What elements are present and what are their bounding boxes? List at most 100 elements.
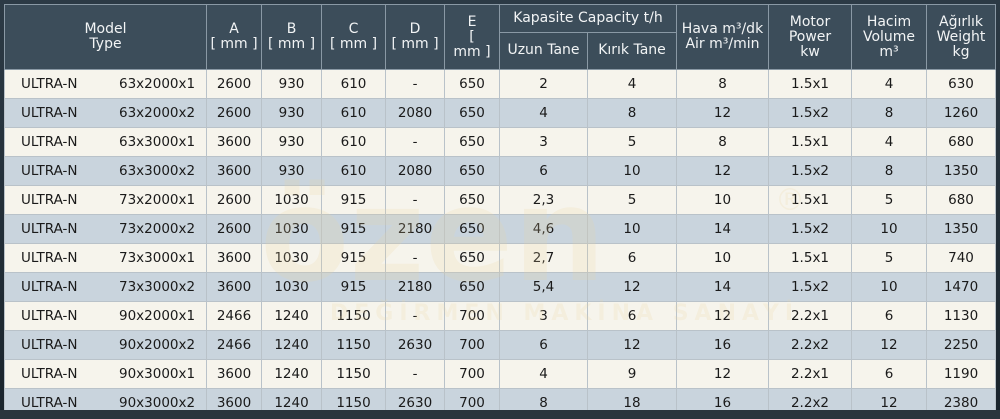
volume-cell: 6	[851, 301, 927, 331]
type-cell: 63x2000x1	[119, 76, 196, 92]
weight-cell: 1130	[926, 301, 996, 331]
weight-cell: 1190	[926, 359, 996, 389]
type-cell: 90x2000x2	[119, 337, 196, 353]
capacity-whole-cell: 4,6	[499, 214, 588, 244]
motor-cell: 1.5x2	[768, 214, 852, 244]
b-cell: 930	[261, 98, 322, 128]
model-cell: ULTRA-N	[21, 192, 78, 208]
model-type-cell: ULTRA-N 73x3000x2	[4, 272, 207, 302]
model-type-cell: ULTRA-N 63x2000x1	[4, 69, 207, 99]
air-cell: 12	[676, 301, 769, 331]
air-cell: 12	[676, 98, 769, 128]
volume-cell: 12	[851, 330, 927, 360]
model-type-cell: ULTRA-N 90x2000x2	[4, 330, 207, 360]
table-row: ULTRA-N 73x2000x2 2600 1030 915 2180 650 4,6 10 1…	[4, 214, 996, 244]
weight-cell: 1260	[926, 98, 996, 128]
model-type-cell: ULTRA-N 90x2000x1	[4, 301, 207, 331]
motor-cell: 1.5x2	[768, 272, 852, 302]
motor-cell: 1.5x1	[768, 69, 852, 99]
b-cell: 1240	[261, 330, 322, 360]
weight-cell: 630	[926, 69, 996, 99]
capacity-broken-cell: 5	[587, 127, 677, 157]
volume-cell: 8	[851, 98, 927, 128]
motor-cell: 1.5x1	[768, 185, 852, 215]
air-cell: 8	[676, 69, 769, 99]
a-cell: 2600	[206, 214, 262, 244]
volume-cell: 5	[851, 185, 927, 215]
model-cell: ULTRA-N	[21, 279, 78, 295]
type-cell: 73x3000x1	[119, 250, 196, 266]
b-cell: 930	[261, 156, 322, 186]
table-row: ULTRA-N 73x3000x2 3600 1030 915 2180 650 5,4 12 1…	[4, 272, 996, 302]
d-cell: 2080	[385, 98, 445, 128]
c-cell: 915	[321, 272, 386, 302]
e-cell: 700	[444, 301, 500, 331]
e-cell: 700	[444, 359, 500, 389]
b-cell: 930	[261, 127, 322, 157]
header-b: B [ mm ]	[261, 4, 322, 70]
volume-cell: 8	[851, 156, 927, 186]
c-cell: 610	[321, 98, 386, 128]
type-cell: 63x3000x2	[119, 163, 196, 179]
a-cell: 2600	[206, 185, 262, 215]
capacity-broken-cell: 4	[587, 69, 677, 99]
weight-cell: 680	[926, 127, 996, 157]
b-cell: 1030	[261, 272, 322, 302]
c-cell: 915	[321, 243, 386, 273]
type-cell: 90x2000x1	[119, 308, 196, 324]
model-cell: ULTRA-N	[21, 76, 78, 92]
model-type-cell: ULTRA-N 63x2000x2	[4, 98, 207, 128]
d-cell: 2180	[385, 272, 445, 302]
air-cell: 14	[676, 214, 769, 244]
model-cell: ULTRA-N	[21, 163, 78, 179]
type-cell: 73x2000x2	[119, 221, 196, 237]
d-cell: 2630	[385, 330, 445, 360]
capacity-whole-cell: 2,3	[499, 185, 588, 215]
weight-cell: 1470	[926, 272, 996, 302]
c-cell: 915	[321, 185, 386, 215]
header-a: A [ mm ]	[206, 4, 262, 70]
a-cell: 3600	[206, 243, 262, 273]
b-cell: 1240	[261, 301, 322, 331]
b-cell: 1030	[261, 214, 322, 244]
capacity-whole-cell: 5,4	[499, 272, 588, 302]
a-cell: 2600	[206, 98, 262, 128]
motor-cell: 2.2x1	[768, 359, 852, 389]
b-cell: 1030	[261, 185, 322, 215]
a-cell: 2466	[206, 301, 262, 331]
e-cell: 650	[444, 69, 500, 99]
a-cell: 3600	[206, 127, 262, 157]
capacity-whole-cell: 3	[499, 127, 588, 157]
capacity-whole-cell: 3	[499, 301, 588, 331]
capacity-broken-cell: 10	[587, 214, 677, 244]
e-cell: 700	[444, 330, 500, 360]
e-cell: 650	[444, 243, 500, 273]
model-cell: ULTRA-N	[21, 337, 78, 353]
capacity-broken-cell: 9	[587, 359, 677, 389]
e-cell: 650	[444, 272, 500, 302]
b-cell: 1240	[261, 359, 322, 389]
capacity-broken-cell: 8	[587, 98, 677, 128]
air-cell: 10	[676, 243, 769, 273]
d-cell: -	[385, 243, 445, 273]
header-capacity-whole: Uzun Tane	[499, 31, 588, 71]
table-body: ULTRA-N 63x2000x1 2600 930 610-650 2 4 8 1.5x1 4 6…	[4, 69, 996, 418]
b-cell: 1030	[261, 243, 322, 273]
model-type-cell: ULTRA-N 73x2000x2	[4, 214, 207, 244]
air-cell: 8	[676, 127, 769, 157]
c-cell: 610	[321, 127, 386, 157]
capacity-whole-cell: 6	[499, 156, 588, 186]
volume-cell: 4	[851, 69, 927, 99]
a-cell: 3600	[206, 359, 262, 389]
header-d: D [ mm ]	[385, 4, 445, 70]
air-cell: 14	[676, 272, 769, 302]
table-row: ULTRA-N 63x3000x1 3600 930 610-650 3 5 8 1.5x1 4 6…	[4, 127, 996, 157]
type-cell: 90x3000x2	[119, 395, 196, 411]
c-cell: 1150	[321, 301, 386, 331]
table-row: ULTRA-N 73x2000x1 2600 1030 915-650 2,3 5 10 1.5…	[4, 185, 996, 215]
a-cell: 3600	[206, 272, 262, 302]
volume-cell: 10	[851, 272, 927, 302]
capacity-whole-cell: 2	[499, 69, 588, 99]
weight-cell: 2250	[926, 330, 996, 360]
table-row: ULTRA-N 90x2000x2 2466 1240 1150 2630 700 6 12 16…	[4, 330, 996, 360]
